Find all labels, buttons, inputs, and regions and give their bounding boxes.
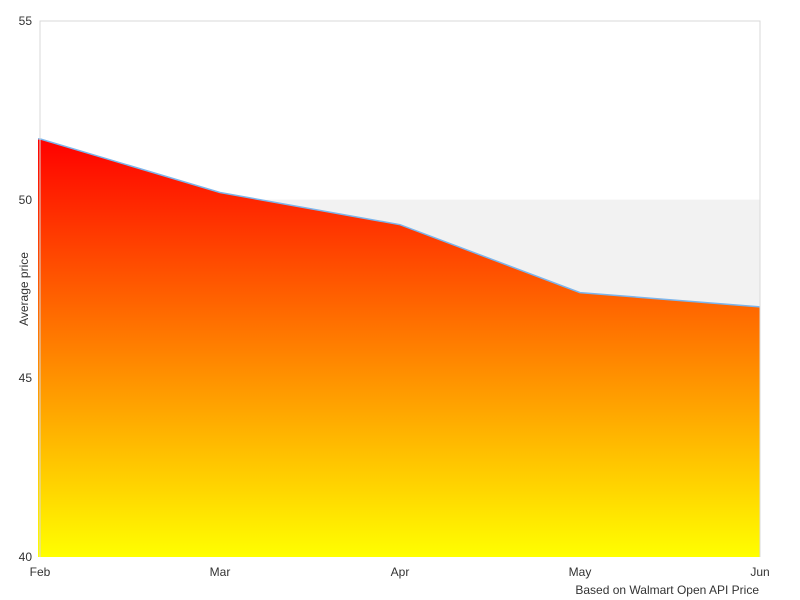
y-tick-label: 50 [18,192,32,207]
plot-border [39,20,761,557]
y-tick-label: 55 [18,14,32,28]
x-tick-label: Apr [390,565,410,579]
y-axis-title: Average price [17,252,31,326]
credits-text: Based on Walmart Open API Price [575,583,759,597]
x-tick-label: Jun [750,565,770,579]
y-tick-label: 45 [18,371,32,386]
x-tick-label: May [568,565,592,579]
x-tick-label: Feb [29,565,51,579]
x-tick-label: Mar [209,565,231,579]
y-tick-label: 40 [18,550,32,564]
area-series-fill [38,138,760,558]
